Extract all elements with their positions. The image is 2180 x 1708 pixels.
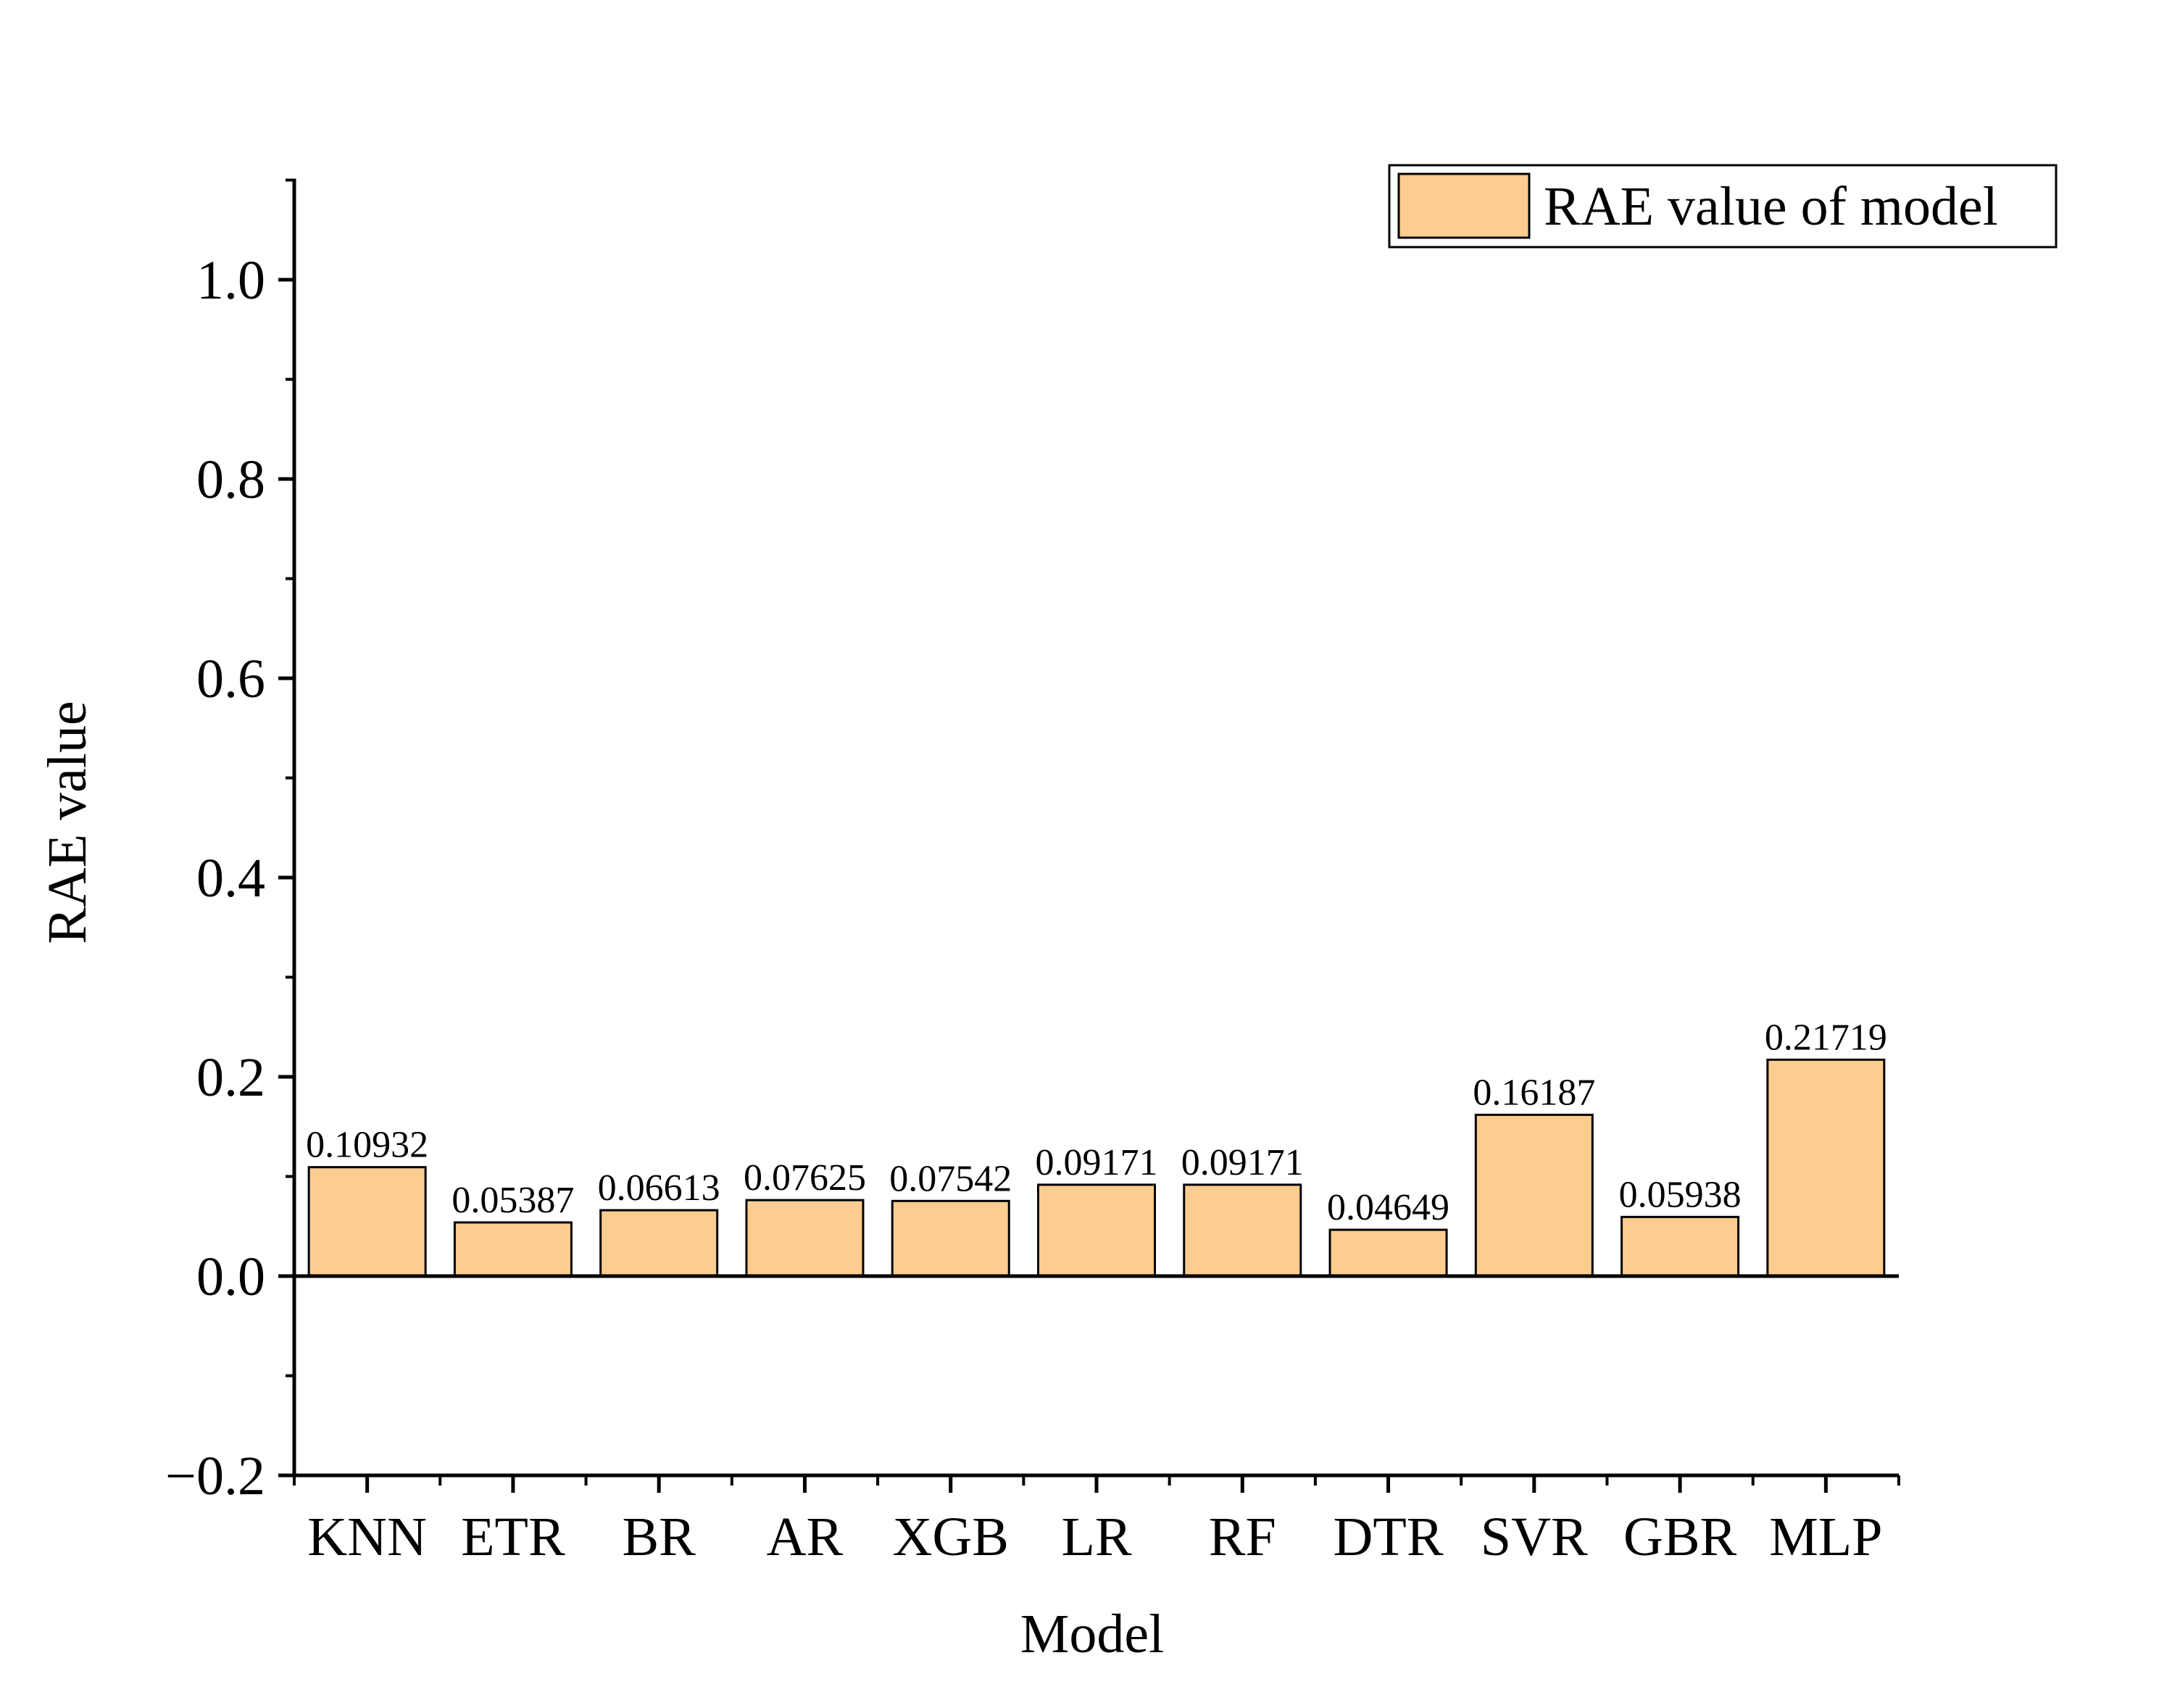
data-label: 0.07542 — [889, 1158, 1012, 1199]
legend-swatch — [1397, 172, 1531, 239]
bar-br — [599, 1209, 719, 1278]
x-tick-label: KNN — [307, 1507, 427, 1567]
data-label: 0.16187 — [1473, 1072, 1595, 1113]
x-tick-label: ETR — [461, 1507, 565, 1567]
legend-label: RAE value of model — [1544, 176, 1998, 237]
data-label: 0.05387 — [452, 1180, 574, 1221]
x-tick-label: XGB — [892, 1507, 1008, 1567]
bar-dtr — [1328, 1228, 1448, 1278]
bar-xgb — [891, 1199, 1010, 1278]
x-tick-label: MLP — [1769, 1507, 1882, 1567]
y-tick-label: 0.0 — [196, 1246, 265, 1307]
x-tick-label: SVR — [1481, 1507, 1588, 1567]
data-label: 0.09171 — [1181, 1142, 1304, 1183]
data-labels: 0.10932 0.05387 0.06613 0.07625 0.07542 0.091… — [306, 1017, 1887, 1228]
bars — [307, 1058, 1886, 1278]
x-tick-label: BR — [622, 1507, 696, 1567]
data-label: 0.05938 — [1619, 1174, 1742, 1215]
y-tick-label: −0.2 — [165, 1446, 265, 1507]
y-axis-title: RAE value — [37, 701, 98, 944]
x-tick-label: GBR — [1623, 1507, 1737, 1567]
data-label: 0.09171 — [1036, 1142, 1158, 1183]
data-label: 0.21719 — [1765, 1017, 1887, 1058]
y-tick-label: 0.4 — [196, 848, 265, 909]
x-tick-label: DTR — [1334, 1507, 1444, 1567]
data-label: 0.06613 — [598, 1167, 720, 1209]
bar-mlp — [1766, 1058, 1886, 1278]
bar-svr — [1474, 1113, 1594, 1278]
bar-etr — [453, 1221, 573, 1278]
y-tick-label: 0.2 — [196, 1047, 265, 1108]
bar-lr — [1036, 1183, 1157, 1278]
y-tick-label: 1.0 — [196, 250, 265, 311]
data-label: 0.04649 — [1327, 1187, 1449, 1228]
x-axis-title: Model — [1020, 1604, 1164, 1665]
data-label: 0.07625 — [744, 1157, 866, 1199]
x-axis: KNN ETR BR AR XGB LR RF DTR SVR GBR MLP — [293, 1274, 1900, 1567]
y-tick-label: 0.6 — [196, 649, 265, 709]
x-tick-label: AR — [767, 1507, 844, 1567]
x-tick-label: LR — [1061, 1507, 1131, 1567]
data-label: 0.10932 — [306, 1125, 428, 1166]
bar-knn — [307, 1166, 427, 1278]
bar-ar — [745, 1199, 865, 1278]
x-tick-label: RF — [1209, 1507, 1276, 1567]
legend: RAE value of model — [1388, 164, 2058, 249]
y-axis: −0.2 0.0 0.2 0.4 0.6 0.8 1.0 — [165, 178, 296, 1507]
y-tick-label: 0.8 — [196, 449, 265, 510]
bar-rf — [1183, 1183, 1302, 1278]
bar-gbr — [1621, 1215, 1740, 1278]
